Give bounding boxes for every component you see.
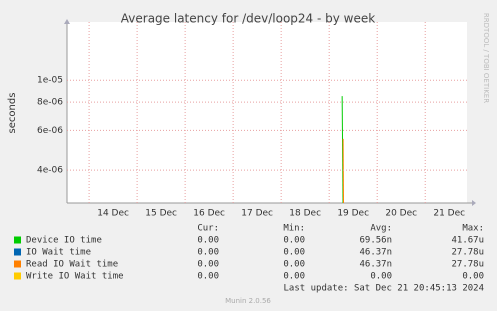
legend-value: 46.37n [359,248,392,258]
legend-value: 0.00 [462,272,484,282]
legend-swatch [14,248,21,256]
legend-value: 27.78u [451,260,484,270]
legend-header: Avg: [370,224,392,234]
x-tick-label: 14 Dec [97,209,129,219]
y-tick-label: 8e-06 [37,98,63,108]
legend-label: Device IO time [26,236,102,246]
legend-swatch [14,236,21,244]
plot-area [67,22,467,203]
legend-header: Min: [283,224,305,234]
legend-swatch [14,272,21,280]
side-text: RRDTOOL / TOBI OETIKER [482,13,490,103]
series-line [341,96,344,203]
legend-value: 0.00 [283,248,305,258]
legend-header: Max: [462,224,484,234]
y-axis-label: seconds [7,93,18,134]
x-tick-label: 20 Dec [385,209,417,219]
legend-value: 0.00 [283,260,305,270]
x-tick-label: 18 Dec [289,209,321,219]
last-update: Last update: Sat Dec 21 20:45:13 2024 [284,284,484,294]
legend-value: 0.00 [197,248,219,258]
legend-label: Write IO Wait time [26,272,124,282]
y-tick-label: 6e-06 [37,126,63,136]
legend-value: 0.00 [197,272,219,282]
legend-value: 41.67u [451,236,484,246]
x-tick-label: 15 Dec [145,209,177,219]
legend-header: Cur: [197,224,219,234]
legend-value: 46.37n [359,260,392,270]
footer: Munin 2.0.56 [225,297,271,305]
y-tick-label: 4e-06 [37,166,63,176]
legend-value: 0.00 [197,260,219,270]
y-tick-label: 1e-05 [37,76,63,86]
legend-value: 0.00 [197,236,219,246]
x-tick-label: 19 Dec [337,209,369,219]
x-tick-label: 21 Dec [433,209,465,219]
chart-title: Average latency for /dev/loop24 - by wee… [121,12,375,26]
x-tick-label: 17 Dec [241,209,273,219]
legend-value: 0.00 [370,272,392,282]
legend-label: IO Wait time [26,248,91,258]
legend-value: 0.00 [283,236,305,246]
legend-value: 27.78u [451,248,484,258]
legend-value: 69.56n [359,236,392,246]
legend-label: Read IO Wait time [26,260,118,270]
x-tick-label: 16 Dec [193,209,225,219]
legend-value: 0.00 [283,272,305,282]
legend-swatch [14,260,21,268]
